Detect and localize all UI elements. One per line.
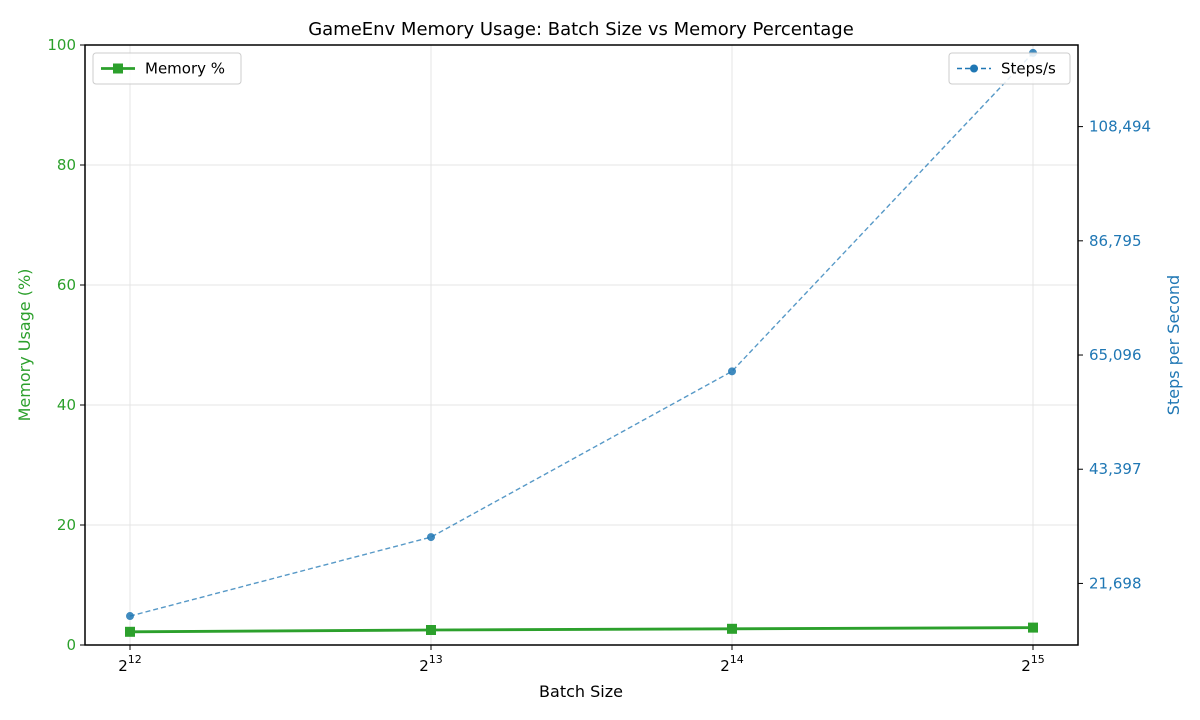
- y-left-tick-label-0: 0: [66, 636, 76, 654]
- series-steps: [126, 48, 1037, 621]
- legend-memory: Memory %: [92, 52, 242, 85]
- memory-point-1: [426, 625, 436, 635]
- chart-title: GameEnv Memory Usage: Batch Size vs Memo…: [308, 19, 854, 40]
- legend-marker: [970, 64, 978, 73]
- y-right-axis-label: Steps per Second: [1164, 275, 1183, 415]
- series-layer: [125, 48, 1038, 637]
- legend-label: Steps/s: [1001, 60, 1056, 78]
- y-right-tick-label-2: 65,096: [1089, 346, 1142, 364]
- steps-point-1: [427, 533, 435, 542]
- legend-marker: [113, 63, 123, 74]
- y-right-tick-label-4: 108,494: [1089, 118, 1151, 136]
- y-right-tick-label-3: 86,795: [1089, 232, 1142, 250]
- y-left-axis-label: Memory Usage (%): [15, 269, 34, 422]
- y-left-ticks: 0 20 40 60 80 100: [47, 36, 85, 654]
- y-right-tick-label-1: 43,397: [1089, 460, 1142, 478]
- memory-point-0: [125, 626, 135, 637]
- y-right-ticks: 21,698 43,397 65,096 86,795 108,494: [1078, 118, 1151, 592]
- y-right-tick-label-0: 21,698: [1089, 574, 1142, 592]
- legend-box: [948, 52, 1071, 85]
- y-left-tick-label-1: 20: [57, 516, 76, 534]
- x-tick-label-1: 213: [419, 653, 443, 675]
- y-left-tick-label-5: 100: [47, 36, 76, 54]
- y-left-tick-label-4: 80: [57, 156, 76, 174]
- memory-point-2: [727, 623, 737, 634]
- legend-steps: Steps/s: [948, 52, 1071, 85]
- memory-point-3: [1028, 622, 1038, 633]
- legend-label: Memory %: [145, 60, 225, 78]
- x-tick-label-2: 214: [720, 653, 744, 675]
- legend-box: [92, 52, 242, 85]
- y-left-tick-label-2: 40: [57, 396, 76, 414]
- x-tick-label-0: 212: [118, 653, 142, 675]
- x-tick-label-3: 215: [1021, 653, 1045, 675]
- x-ticks: 212 213 214 215: [118, 645, 1045, 675]
- steps-point-2: [728, 367, 736, 376]
- steps-point-0: [126, 612, 134, 621]
- grid: [85, 44, 1078, 646]
- series-memory: [125, 622, 1038, 637]
- series-line-memory: [129, 626, 1034, 634]
- series-line-steps: [129, 52, 1034, 617]
- x-axis-label: Batch Size: [539, 682, 623, 701]
- plot-frame: [84, 44, 1079, 646]
- y-left-tick-label-3: 60: [57, 276, 76, 294]
